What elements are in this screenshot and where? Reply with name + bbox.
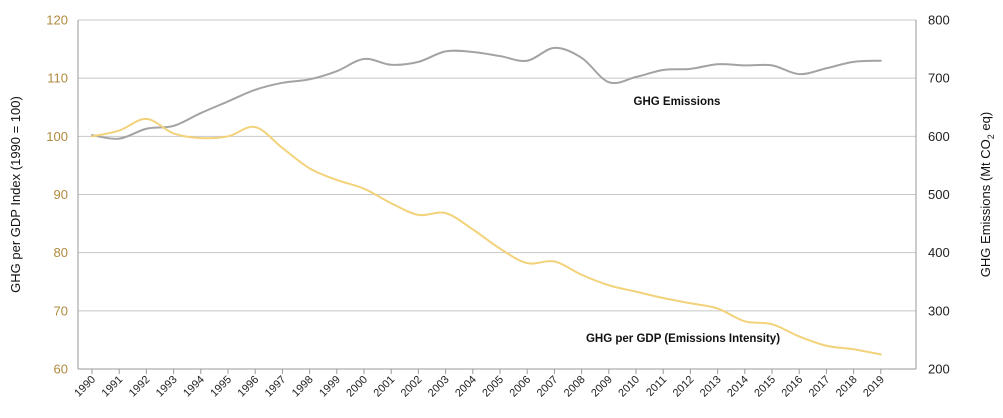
x-tick-label: 2002 <box>399 374 425 400</box>
x-tick-label: 2009 <box>589 374 615 400</box>
series-lines <box>91 46 882 356</box>
x-tick-label: 2004 <box>453 374 479 400</box>
series-line-ghg-emissions <box>91 46 882 140</box>
y-right-tick-label: 800 <box>928 13 950 28</box>
y-left-tick-label: 80 <box>54 245 68 260</box>
x-tick-label: 1999 <box>317 374 343 400</box>
y-right-tick-label: 500 <box>928 187 950 202</box>
x-tick-label: 2007 <box>535 374 561 400</box>
x-tick-label: 2005 <box>480 374 506 400</box>
y-right-tick-label: 600 <box>928 129 950 144</box>
y-right-axis-title: GHG Emissions (Mt CO2 eq) <box>978 112 996 277</box>
series-label-ghg-emissions: GHG Emissions <box>634 96 721 108</box>
y-left-tick-label: 110 <box>47 71 68 86</box>
x-tick-label: 2019 <box>861 374 887 400</box>
y-right-tick-label: 400 <box>928 245 950 260</box>
y-left-axis-title: GHG per GDP Index (1990 = 100) <box>8 96 23 293</box>
x-tick-label: 2001 <box>372 374 398 400</box>
labels: 60 70 80 90 100 110 120 200 300 400 500 600 700 800 19… <box>8 13 996 400</box>
y-left-tick-label: 120 <box>46 13 68 28</box>
x-tick-label: 1990 <box>72 374 98 400</box>
x-tick-label: 2018 <box>834 374 860 400</box>
y-left-tick-label: 60 <box>54 362 68 377</box>
series-line-ghg-per-gdp-emissions-intensity <box>91 117 882 356</box>
x-tick-label: 2013 <box>698 374 724 400</box>
x-tick-label: 1998 <box>290 374 316 400</box>
x-tick-label: 2011 <box>644 374 669 399</box>
x-tick-label: 1992 <box>127 374 153 400</box>
x-tick-label: 1993 <box>154 374 180 400</box>
x-tick-label: 2012 <box>671 374 697 400</box>
gridlines <box>78 19 916 370</box>
x-tick-label: 2008 <box>562 374 588 400</box>
series-label-emissions-intensity: GHG per GDP (Emissions Intensity) <box>586 333 780 345</box>
x-tick-label: 1995 <box>208 374 234 400</box>
axes <box>77 20 917 374</box>
y-right-tick-label: 300 <box>928 303 950 318</box>
x-tick-label: 2015 <box>752 374 778 400</box>
x-tick-label: 2000 <box>344 374 370 400</box>
y-right-tick-label: 700 <box>928 71 950 86</box>
x-tick-label: 1991 <box>100 374 126 400</box>
y-left-tick-label: 90 <box>54 187 68 202</box>
x-tick-label: 2017 <box>807 374 833 400</box>
x-tick-label: 1997 <box>263 374 289 400</box>
x-tick-label: 2003 <box>426 374 452 400</box>
x-tick-label: 2016 <box>780 374 806 400</box>
x-tick-label: 2006 <box>508 374 534 400</box>
y-right-tick-label: 200 <box>928 362 950 377</box>
y-left-tick-label: 100 <box>46 129 68 144</box>
x-tick-label: 1994 <box>181 374 207 400</box>
x-tick-label: 2014 <box>725 374 751 400</box>
x-tick-label: 2010 <box>616 374 642 400</box>
x-tick-label: 1996 <box>236 374 262 400</box>
y-left-tick-label: 70 <box>54 303 68 318</box>
